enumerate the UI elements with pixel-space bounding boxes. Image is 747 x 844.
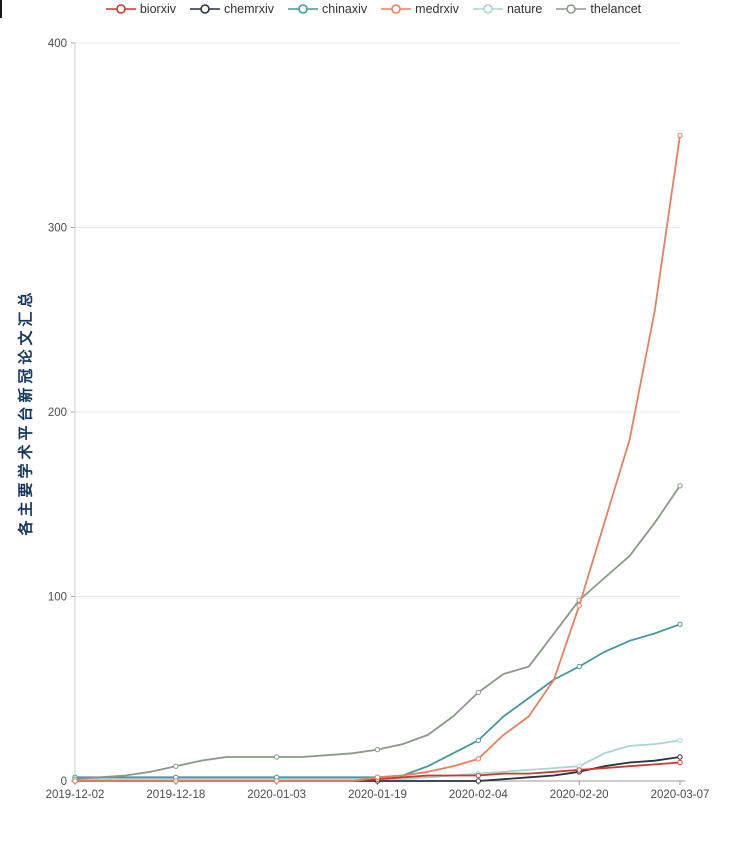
x-tick-label: 2019-12-18 <box>146 789 205 801</box>
y-tick-label: 400 <box>48 38 67 50</box>
series-marker-chinaxiv <box>677 621 683 627</box>
legend-item-biorxiv: biorxiv <box>105 2 176 16</box>
series-line-nature <box>74 739 681 781</box>
legend-label: thelancet <box>590 2 642 16</box>
series-marker-medrxiv <box>677 132 683 139</box>
series-marker-biorxiv <box>475 772 481 779</box>
series-marker-medrxiv <box>274 778 280 784</box>
series-line-medrxiv <box>74 134 681 782</box>
series-marker-medrxiv <box>374 774 381 780</box>
series-marker-chemrxiv <box>475 778 481 784</box>
legend: biorxiv chemrxiv chinaxiv medrxiv nature thel… <box>0 2 747 16</box>
y-tick-label: 300 <box>48 223 67 235</box>
series-marker-medrxiv <box>475 756 481 762</box>
legend-marker-icon <box>189 4 220 14</box>
x-tick-label: 2020-02-20 <box>550 789 609 801</box>
x-tick-label: 2020-02-04 <box>449 789 508 801</box>
y-tick-label: 0 <box>61 776 67 788</box>
series-marker-thelancet <box>475 689 481 696</box>
legend-marker-icon <box>472 4 503 14</box>
series-marker-biorxiv <box>677 759 683 766</box>
series-marker-thelancet <box>173 763 179 769</box>
series-marker-medrxiv <box>576 603 582 609</box>
x-tick-label: 2020-01-03 <box>247 789 306 801</box>
legend-item-thelancet: thelancet <box>556 2 641 16</box>
series-marker-thelancet <box>677 483 683 489</box>
y-tick-label: 200 <box>48 407 67 419</box>
series-line-thelancet <box>74 484 681 781</box>
series-marker-chinaxiv <box>576 663 582 670</box>
series-marker-biorxiv <box>576 767 582 773</box>
series-marker-nature <box>677 737 683 744</box>
legend-label: medrxiv <box>415 2 459 16</box>
legend-label: chemrxiv <box>223 2 274 16</box>
legend-marker-icon <box>105 4 136 14</box>
legend-label: biorxiv <box>139 2 176 16</box>
series-marker-chemrxiv <box>677 754 683 760</box>
page-edge-artifact <box>0 0 2 18</box>
legend-item-nature: nature <box>472 2 543 16</box>
series-marker-medrxiv <box>72 778 78 784</box>
series-line-chinaxiv <box>74 623 681 779</box>
legend-item-medrxiv: medrxiv <box>381 2 459 16</box>
legend-item-chinaxiv: chinaxiv <box>288 2 367 16</box>
x-tick-label: 2020-01-19 <box>348 789 407 801</box>
x-tick-label: 2020-03-07 <box>651 789 710 801</box>
legend-marker-icon <box>288 4 318 14</box>
legend-marker-icon <box>381 4 412 14</box>
series-marker-thelancet <box>274 754 280 760</box>
legend-item-chemrxiv: chemrxiv <box>189 2 274 16</box>
series-marker-chinaxiv <box>475 737 481 744</box>
legend-label: nature <box>506 2 543 16</box>
series-marker-medrxiv <box>173 778 179 784</box>
legend-marker-icon <box>556 4 587 14</box>
y-tick-label: 100 <box>48 592 67 604</box>
legend-label: chinaxiv <box>322 2 368 16</box>
x-tick-label: 2019-12-02 <box>46 789 105 801</box>
series-marker-thelancet <box>374 746 381 753</box>
